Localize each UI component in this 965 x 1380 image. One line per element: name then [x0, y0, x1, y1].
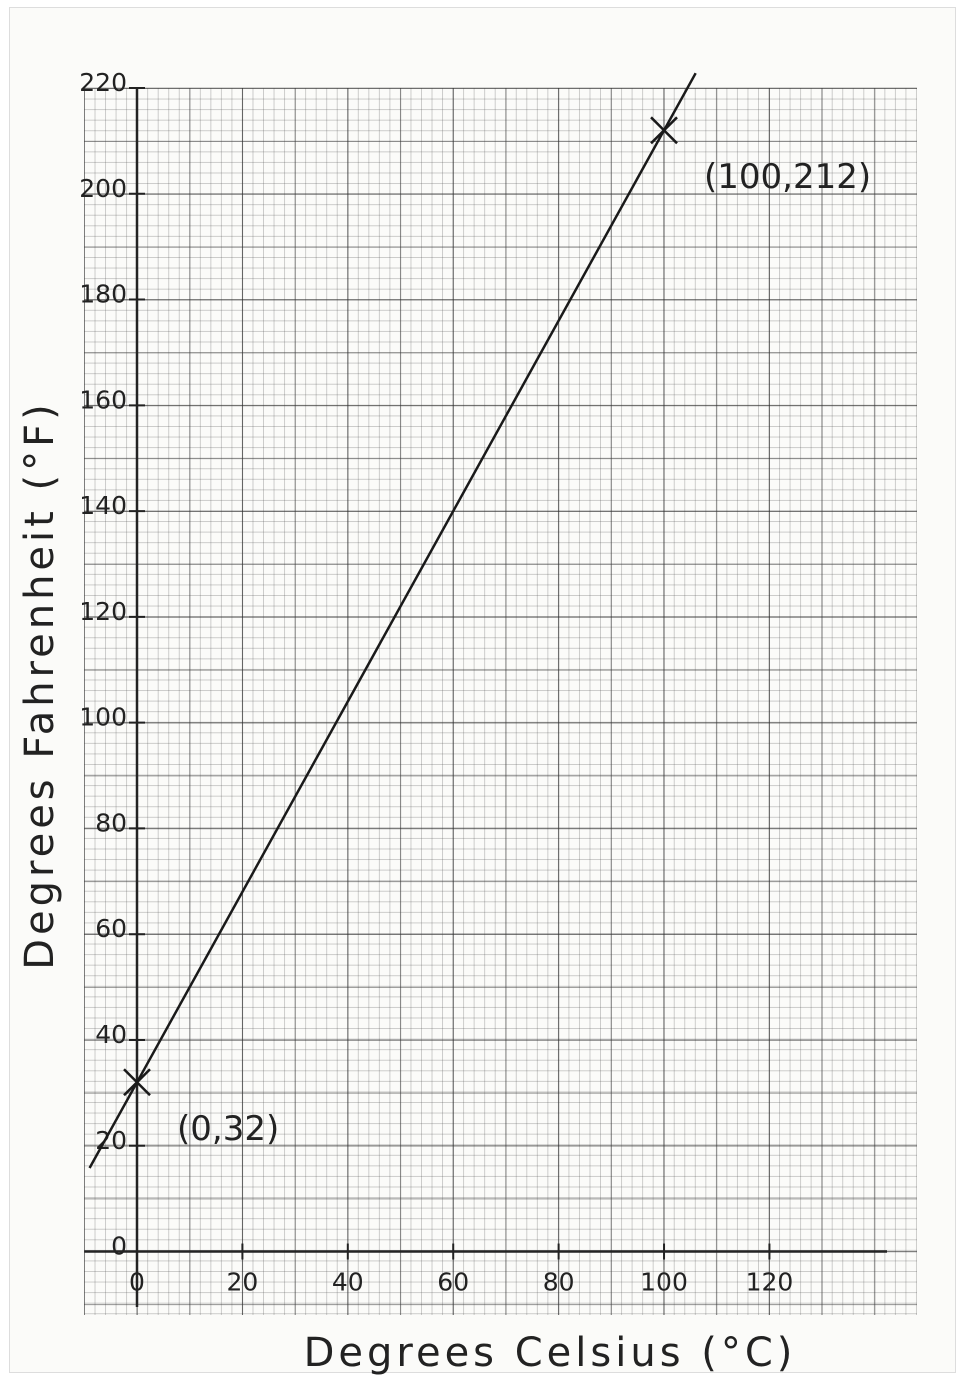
chart: Degrees Celsius (°C) Degrees Fahrenheit …	[0, 0, 965, 1380]
y-tick-label: 160	[79, 385, 127, 414]
y-tick-label: 180	[79, 280, 127, 309]
y-tick-label: 140	[79, 491, 127, 520]
y-tick-label: 0	[111, 1232, 127, 1261]
y-tick-label: 80	[95, 808, 127, 837]
page: {"chart_data": {"type": "line", "x_label…	[0, 0, 965, 1380]
y-tick-label: 100	[79, 703, 127, 732]
y-axis-title: Degrees Fahrenheit (°F)	[17, 400, 63, 970]
point-label: (0,32)	[177, 1109, 279, 1149]
x-axis-title: Degrees Celsius (°C)	[304, 1330, 797, 1376]
y-tick-label: 120	[79, 597, 127, 626]
y-tick-label: 220	[79, 68, 127, 97]
data-line	[90, 73, 696, 1168]
x-tick-label: 120	[746, 1268, 794, 1297]
x-tick-label: 40	[332, 1268, 364, 1297]
y-tick-label: 200	[79, 174, 127, 203]
y-tick-label: 40	[95, 1020, 127, 1049]
x-tick-label: 80	[543, 1268, 575, 1297]
x-tick-label: 0	[129, 1268, 145, 1297]
x-tick-label: 100	[640, 1268, 688, 1297]
y-tick-label: 60	[95, 914, 127, 943]
x-tick-label: 20	[227, 1268, 259, 1297]
point-label: (100,212)	[704, 157, 871, 197]
x-tick-label: 60	[437, 1268, 469, 1297]
